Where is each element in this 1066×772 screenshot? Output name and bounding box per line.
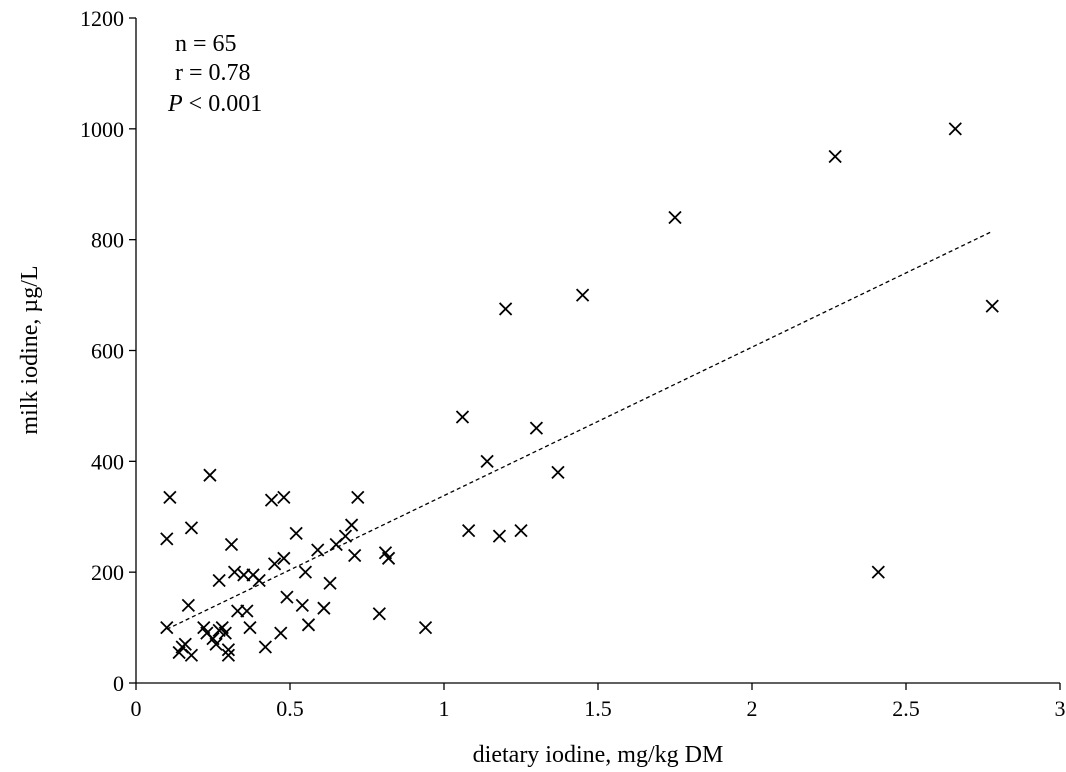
data-point [351,490,365,504]
data-point [514,523,528,538]
stats-annotation: n = 65 r = 0.78 P < 0.001 [167,31,262,117]
data-point [948,122,962,136]
x-tick-label: 0 [131,696,142,721]
data-point [317,601,331,615]
x-ticks: 0 0.5 1 1.5 2 2.5 3 [131,683,1066,721]
data-point [289,526,303,541]
y-tick-label: 200 [91,560,124,585]
y-tick-label: 800 [91,228,124,253]
x-tick-label: 0.5 [276,696,304,721]
data-point [828,149,842,164]
data-point [160,620,174,635]
data-point [344,518,359,532]
data-point [455,410,470,424]
data-points-layer [160,122,999,662]
data-point [258,640,272,654]
y-tick-label: 1000 [80,117,124,142]
y-tick-label: 1200 [80,6,124,31]
data-point [311,543,325,557]
stat-r: r = 0.78 [175,60,251,86]
data-point [277,490,291,504]
x-tick-label: 1.5 [584,696,612,721]
data-point [301,618,316,632]
data-point [172,645,186,660]
data-point [274,626,288,640]
data-point [252,573,266,588]
data-point [381,551,396,565]
data-point [212,573,226,588]
data-point [492,529,507,543]
axes-layer [135,18,1060,684]
data-point [298,565,313,579]
data-point [218,626,232,640]
data-point [323,576,337,590]
data-point [203,468,217,482]
data-point [227,565,242,579]
data-point [372,607,386,621]
y-tick-label: 600 [91,339,124,364]
data-point [348,548,362,563]
data-point [221,643,236,657]
y-axis-title: milk iodine, µg/L [17,265,43,434]
data-point [178,637,192,651]
trendline [166,230,993,630]
data-point [551,465,565,480]
stat-n: n = 65 [175,31,237,57]
y-ticks: 0 200 400 600 800 1000 1200 [80,6,136,696]
data-point [462,523,476,538]
data-point [985,299,999,313]
data-point [267,557,282,571]
data-point [295,598,309,613]
x-tick-label: 1 [439,696,450,721]
stat-p: P < 0.001 [167,91,262,117]
data-point [160,532,174,546]
x-tick-label: 2 [747,696,758,721]
y-tick-label: 0 [113,671,124,696]
data-point [575,288,590,302]
data-point [184,648,199,662]
data-point [418,620,433,635]
data-point [668,210,682,225]
data-point [181,598,195,613]
data-point [240,604,254,618]
data-point [871,565,885,579]
stat-p-symbol: P [167,91,183,117]
data-point [338,529,353,543]
trendline-layer [166,230,993,630]
y-tick-label: 400 [91,449,124,474]
x-axis-title: dietary iodine, mg/kg DM [473,742,724,768]
data-point [480,454,494,468]
data-point [498,302,513,316]
data-point [163,490,177,504]
data-point [280,590,294,604]
data-point [184,521,199,535]
stat-p-value: < 0.001 [183,91,263,117]
data-point [529,421,544,435]
data-point [224,537,239,552]
x-tick-label: 3 [1055,696,1066,721]
x-tick-label: 2.5 [892,696,920,721]
data-point [243,620,257,635]
data-point [221,648,236,662]
data-point [277,551,291,565]
data-point [264,493,279,507]
data-point [209,637,223,651]
